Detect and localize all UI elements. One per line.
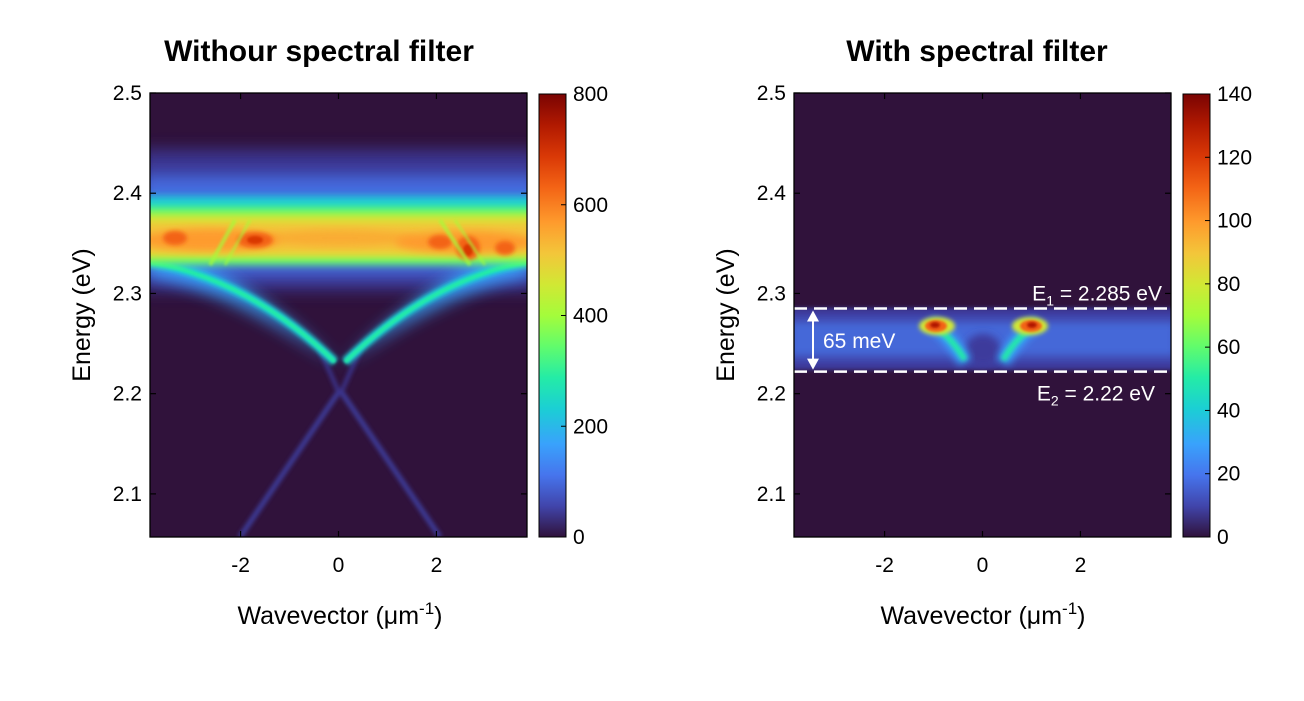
left-xtick-label: 2 bbox=[431, 554, 443, 577]
left-colorbar-tick-label: 600 bbox=[573, 194, 608, 217]
right-axes: -2 0 2 2.1 2.2 2.3 2.4 2.5 bbox=[757, 82, 1171, 577]
left-xtick-label: 0 bbox=[333, 554, 345, 577]
right-colorbar-tick-label: 40 bbox=[1217, 399, 1240, 422]
right-colorbar-tick-label: 80 bbox=[1217, 273, 1240, 296]
left-emission-band bbox=[150, 207, 527, 267]
left-xlabel: Wavevector (μm-1) bbox=[237, 599, 442, 630]
right-panel: With spectral filter bbox=[712, 35, 1252, 630]
right-colorbar-ticks: 0 20 40 60 80 100 120 140 bbox=[1205, 83, 1252, 549]
right-colorbar-tick-label: 140 bbox=[1217, 83, 1252, 106]
right-colorbar-tick-label: 60 bbox=[1217, 336, 1240, 359]
left-xtick-label: -2 bbox=[231, 554, 250, 577]
left-ylabel: Energy (eV) bbox=[68, 248, 96, 381]
e2-label: E2 = 2.22 eV bbox=[1037, 383, 1155, 409]
right-ytick-label: 2.2 bbox=[757, 383, 786, 406]
right-ytick-label: 2.1 bbox=[757, 483, 786, 506]
width-arrow bbox=[807, 310, 819, 370]
right-ylabel: Energy (eV) bbox=[712, 248, 740, 381]
left-colorbar-tick-label: 800 bbox=[573, 83, 608, 106]
left-ytick-label: 2.5 bbox=[113, 82, 142, 105]
left-colorbar-ticks: 0 200 400 600 800 bbox=[561, 83, 608, 549]
left-dispersion-branch bbox=[150, 240, 527, 366]
right-xtick-label: 2 bbox=[1075, 554, 1087, 577]
right-xtick-label: 0 bbox=[977, 554, 989, 577]
left-colorbar-tick-label: 200 bbox=[573, 415, 608, 438]
right-ytick-label: 2.3 bbox=[757, 282, 786, 305]
left-ytick-label: 2.1 bbox=[113, 483, 142, 506]
right-colorbar-tick-label: 0 bbox=[1217, 526, 1229, 549]
left-ytick-label: 2.3 bbox=[113, 282, 142, 305]
left-title: Withour spectral filter bbox=[164, 35, 474, 68]
right-hot-spot-right bbox=[1012, 317, 1048, 335]
right-hot-spot-left bbox=[919, 317, 955, 335]
right-colorbar-tick-label: 120 bbox=[1217, 146, 1252, 169]
left-panel: Withour spectral filter bbox=[68, 35, 608, 630]
right-colorbar bbox=[1182, 93, 1211, 538]
left-heatmap bbox=[150, 93, 527, 537]
left-axes: -2 0 2 2.1 2.2 2.3 2.4 2.5 bbox=[113, 82, 527, 577]
right-ytick-label: 2.4 bbox=[757, 182, 787, 205]
left-ytick-label: 2.2 bbox=[113, 383, 142, 406]
left-lower-x-branch bbox=[237, 349, 443, 537]
right-colorbar-tick-label: 100 bbox=[1217, 210, 1252, 233]
right-title: With spectral filter bbox=[846, 35, 1108, 68]
right-ytick-label: 2.5 bbox=[757, 82, 786, 105]
right-colorbar-tick-label: 20 bbox=[1217, 463, 1240, 486]
right-xtick-label: -2 bbox=[875, 554, 894, 577]
right-filter-band bbox=[794, 308, 1171, 370]
e1-label: E1 = 2.285 eV bbox=[1032, 282, 1162, 308]
width-label: 65 meV bbox=[823, 330, 895, 353]
left-colorbar-tick-label: 400 bbox=[573, 305, 608, 328]
right-heatmap bbox=[794, 93, 1171, 537]
left-colorbar-tick-label: 0 bbox=[573, 526, 585, 549]
right-xlabel: Wavevector (μm-1) bbox=[880, 599, 1085, 630]
left-ytick-label: 2.4 bbox=[113, 182, 143, 205]
